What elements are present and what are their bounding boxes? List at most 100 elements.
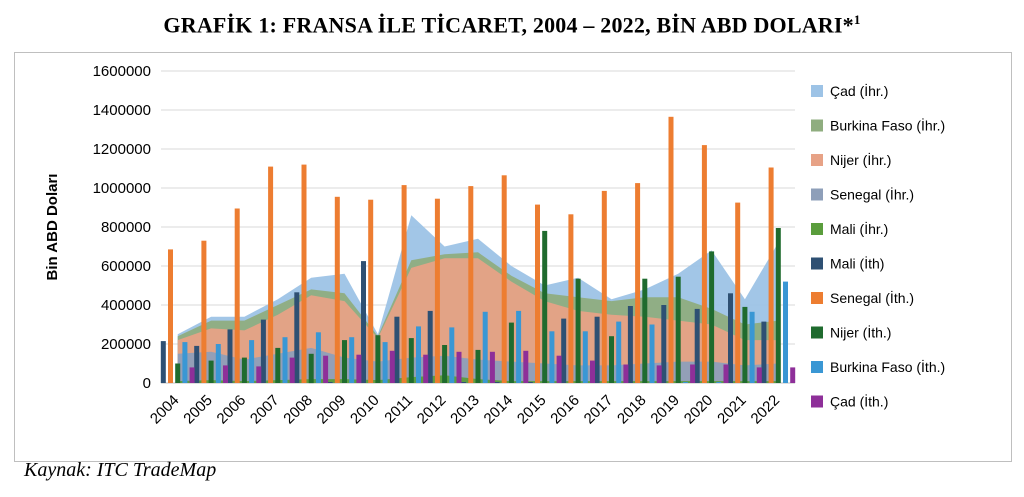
bar — [423, 354, 429, 383]
x-tick-label: 2018 — [614, 392, 650, 428]
bar — [456, 351, 462, 383]
bar — [694, 308, 700, 383]
bar — [475, 349, 481, 383]
chart-svg: 0 200000 400000 600000 800000 1000000 1200000 1… — [44, 63, 945, 428]
bar — [701, 145, 707, 383]
bar — [160, 341, 166, 383]
bar — [182, 342, 188, 383]
bar — [508, 322, 514, 383]
bar — [442, 345, 448, 383]
legend-swatch — [811, 326, 823, 339]
bar — [256, 366, 262, 383]
chart-title: GRAFİK 1: FRANSA İLE TİCARET, 2004 – 202… — [0, 12, 1024, 38]
legend-swatch — [811, 361, 823, 373]
legend-label: Nijer (İth.) — [830, 324, 891, 341]
bar — [227, 329, 233, 383]
bar — [175, 363, 181, 383]
x-tick-label: 2021 — [714, 392, 750, 428]
bar — [394, 316, 400, 383]
bar — [382, 342, 388, 383]
bar — [375, 335, 381, 383]
x-tick-label: 2022 — [748, 392, 784, 428]
bar — [623, 364, 629, 383]
y-tick-label: 1600000 — [93, 63, 151, 80]
bar — [260, 319, 266, 383]
y-axis-ticks: 0 200000 400000 600000 800000 1000000 1200000 1… — [93, 63, 151, 392]
bar — [223, 365, 228, 383]
bar — [461, 382, 467, 383]
bar — [401, 185, 407, 383]
legend-label: Nijer (İhr.) — [830, 151, 891, 168]
bar — [268, 166, 274, 383]
x-tick-label: 2015 — [514, 392, 550, 428]
legend-label: Senegal (İhr.) — [830, 186, 914, 203]
bar — [775, 228, 781, 383]
bar — [601, 190, 607, 383]
bar — [542, 230, 548, 383]
bar — [709, 251, 715, 383]
bar — [761, 321, 767, 383]
x-tick-label: 2016 — [547, 392, 583, 428]
bar — [334, 196, 340, 383]
x-tick-label: 2019 — [647, 392, 683, 428]
bar — [561, 318, 567, 383]
bar — [215, 344, 221, 383]
x-tick-label: 2017 — [581, 392, 617, 428]
bar — [416, 326, 421, 383]
bar — [668, 116, 674, 384]
bar — [434, 198, 440, 383]
bar — [389, 350, 395, 383]
bar — [275, 347, 281, 383]
x-axis-ticks: 2004200520062007200820092010201120122013… — [147, 392, 783, 428]
x-tick-label: 2020 — [681, 392, 717, 428]
y-tick-label: 600000 — [101, 258, 151, 275]
bar — [656, 365, 662, 383]
x-tick-label: 2009 — [314, 392, 350, 428]
bar — [649, 324, 655, 383]
chart-title-text: GRAFİK 1: FRANSA İLE TİCARET, 2004 – 202… — [163, 12, 854, 38]
legend: Çad (İhr.) Burkina Faso (İhr.) Nijer (İhr.… — [811, 82, 945, 410]
bar — [501, 175, 507, 383]
x-tick-label: 2007 — [247, 392, 283, 428]
bar — [249, 340, 255, 383]
bar — [690, 364, 696, 383]
bar — [682, 382, 688, 383]
source-note: Kaynak: ITC TradeMap — [24, 459, 217, 481]
x-tick-label: 2004 — [147, 392, 183, 428]
legend-swatch — [811, 257, 823, 270]
bar — [168, 249, 173, 383]
bar — [482, 311, 488, 383]
bar — [527, 382, 533, 383]
legend-swatch — [811, 188, 823, 201]
bar — [642, 278, 648, 383]
legend-swatch — [811, 119, 823, 132]
x-tick-label: 2010 — [347, 392, 383, 428]
legend-swatch — [811, 154, 823, 166]
y-tick-label: 200000 — [101, 336, 151, 353]
bar — [189, 367, 195, 383]
y-tick-label: 1400000 — [93, 102, 151, 119]
y-tick-label: 1000000 — [93, 180, 151, 197]
bar — [408, 338, 414, 383]
bar — [556, 355, 562, 383]
bar — [735, 202, 741, 383]
bar — [756, 367, 762, 383]
bar — [208, 360, 214, 383]
legend-label: Mali (İth) — [830, 255, 884, 272]
bar — [349, 337, 355, 383]
chart-title-superscript: 1 — [853, 12, 861, 27]
legend-swatch — [811, 292, 823, 304]
bar — [582, 331, 588, 383]
legend-label: Çad (İhr.) — [830, 82, 888, 99]
bar — [535, 204, 540, 383]
bar — [289, 357, 295, 383]
bar — [294, 292, 300, 383]
legend-swatch — [811, 223, 823, 235]
y-tick-label: 400000 — [101, 297, 151, 314]
legend-label: Çad (İth.) — [830, 393, 888, 410]
bar — [449, 327, 455, 383]
legend-swatch — [811, 395, 823, 408]
bar — [749, 311, 755, 383]
x-tick-label: 2008 — [280, 392, 316, 428]
legend-label: Senegal (İth.) — [830, 289, 914, 306]
